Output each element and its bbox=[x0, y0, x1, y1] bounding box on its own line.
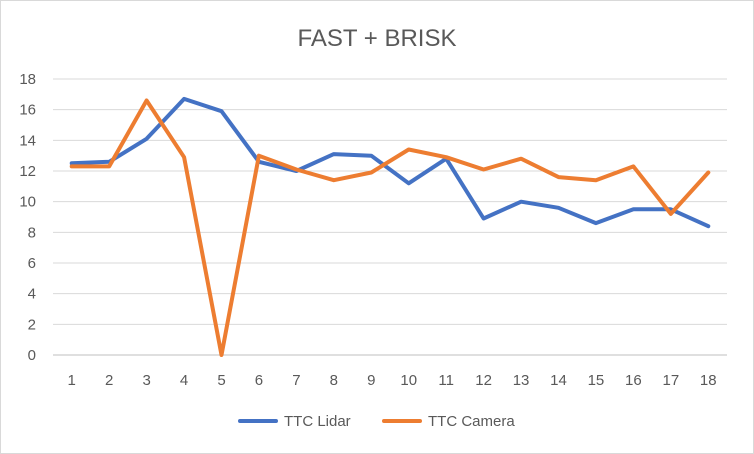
x-tick-label: 16 bbox=[625, 372, 642, 389]
x-tick-label: 7 bbox=[292, 372, 300, 389]
y-tick-label: 6 bbox=[28, 255, 36, 272]
series-lines bbox=[69, 96, 711, 357]
legend-label: TTC Lidar bbox=[284, 413, 351, 430]
x-tick-label: 6 bbox=[255, 372, 263, 389]
y-tick-label: 8 bbox=[28, 224, 36, 241]
x-tick-label: 8 bbox=[330, 372, 338, 389]
x-tick-label: 14 bbox=[550, 372, 567, 389]
x-tick-label: 17 bbox=[662, 372, 679, 389]
x-tick-label: 1 bbox=[68, 372, 76, 389]
y-tick-label: 0 bbox=[28, 347, 36, 364]
y-tick-label: 14 bbox=[19, 132, 36, 149]
x-tick-label: 4 bbox=[180, 372, 188, 389]
x-tick-label: 11 bbox=[438, 372, 454, 389]
y-tick-label: 18 bbox=[19, 71, 36, 88]
y-tick-label: 10 bbox=[19, 194, 36, 211]
y-tick-label: 16 bbox=[19, 102, 36, 119]
x-tick-label: 10 bbox=[400, 372, 417, 389]
y-tick-label: 12 bbox=[19, 163, 36, 180]
chart-title: FAST + BRISK bbox=[298, 25, 457, 52]
x-axis-ticks: 1 2 3 4 5 6 7 8 9 10 11 12 13 14 15 16 17 18 bbox=[68, 372, 717, 389]
grid-lines bbox=[53, 78, 727, 356]
y-tick-label: 2 bbox=[28, 316, 36, 333]
x-tick-label: 2 bbox=[105, 372, 113, 389]
x-tick-label: 13 bbox=[513, 372, 530, 389]
legend-label: TTC Camera bbox=[428, 413, 515, 430]
x-tick-label: 5 bbox=[217, 372, 225, 389]
x-tick-label: 9 bbox=[367, 372, 375, 389]
series-line-ttc-camera bbox=[69, 98, 711, 357]
x-tick-label: 15 bbox=[588, 372, 605, 389]
y-tick-label: 4 bbox=[28, 286, 36, 303]
series-line-ttc-lidar bbox=[69, 96, 711, 229]
legend: TTC Lidar TTC Camera bbox=[238, 413, 515, 430]
y-axis-ticks: 0 2 4 6 8 10 12 14 16 18 bbox=[19, 71, 36, 364]
x-tick-label: 12 bbox=[475, 372, 492, 389]
x-tick-label: 18 bbox=[700, 372, 717, 389]
x-tick-label: 3 bbox=[142, 372, 150, 389]
